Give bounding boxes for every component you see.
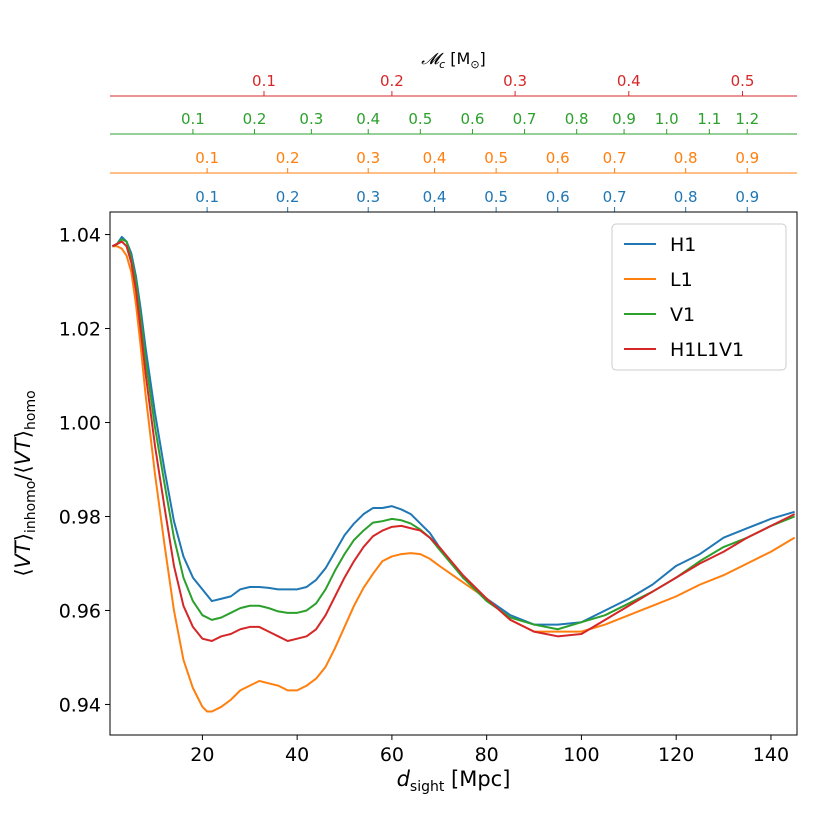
series-line-h1l1v1 — [111, 240, 796, 643]
legend-label-h1l1v1: H1L1V1 — [670, 339, 744, 361]
top-axis-tick-label: 0.4 — [423, 188, 447, 206]
top-axis-tick-label: 0.5 — [484, 149, 508, 167]
y-axis-label: ⟨VT⟩inhomo/⟨VT⟩homo — [11, 390, 39, 576]
top-axis-tick-label: 0.3 — [356, 149, 380, 167]
top-axis-tick-label: 0.4 — [356, 110, 380, 128]
top-axis-tick-label: 0.2 — [276, 149, 300, 167]
top-axis-tick-label: 0.3 — [299, 110, 323, 128]
top-axis-tick-label: 0.9 — [735, 149, 759, 167]
x-tick-label: 20 — [190, 744, 214, 766]
series-line-l1 — [112, 245, 796, 713]
y-tick-label: 1.02 — [59, 319, 101, 341]
top-axis-tick-label: 0.2 — [243, 110, 267, 128]
top-axis-tick-label: 0.7 — [513, 110, 537, 128]
x-tick-label: 60 — [380, 744, 404, 766]
top-axis-tick-label: 0.7 — [603, 188, 627, 206]
x-tick-label: 100 — [563, 744, 599, 766]
top-axis-tick-label: 0.7 — [603, 149, 627, 167]
plot-area — [109, 211, 798, 736]
top-axis-tick-label: 0.3 — [503, 72, 527, 90]
x-tick-label: 120 — [658, 744, 694, 766]
y-tick-label: 1.00 — [59, 413, 101, 435]
top-axis-tick-label: 0.9 — [612, 110, 636, 128]
x-tick-label: 80 — [475, 744, 499, 766]
legend-label-h1: H1 — [670, 234, 696, 256]
top-axis-tick-label: 0.8 — [674, 149, 698, 167]
top-axis-tick-label: 0.1 — [195, 188, 219, 206]
top-mass-axes: 0.1 0.2 0.3 0.4 0.5 0.1 0.2 0.3 0.4 0.5 0.6 0.7 0.8 0… — [110, 72, 797, 213]
top-axis-tick-label: 0.5 — [731, 72, 755, 90]
top-axis-tick-label: 0.6 — [546, 188, 570, 206]
top-axis-tick-label: 0.8 — [565, 110, 589, 128]
series-line-v1 — [111, 238, 795, 631]
top-axis-tick-label: 0.5 — [408, 110, 432, 128]
y-axis: 0.94 0.96 0.98 1.00 1.02 1.04 — [59, 225, 110, 716]
top-axis-tick-label: 1.0 — [655, 110, 679, 128]
top-axis-tick-label: 0.4 — [423, 149, 447, 167]
legend-label-v1: V1 — [670, 304, 695, 326]
top-axis-tick-label: 0.2 — [276, 188, 300, 206]
top-axis-tick-label: 0.3 — [356, 188, 380, 206]
top-axis-tick-label: 0.6 — [546, 149, 570, 167]
top-axis-tick-label: 0.1 — [252, 72, 276, 90]
top-axis-tick-label: 0.9 — [735, 188, 759, 206]
x-axis: 20 40 60 80 100 120 140 — [190, 735, 789, 766]
legend-label-l1: L1 — [670, 269, 693, 291]
legend-box — [611, 223, 787, 371]
plot-frame — [109, 211, 798, 736]
top-axis-tick-label: 0.1 — [195, 149, 219, 167]
chirp-mass-axis-label: 𝓜c [M⊙] — [421, 49, 486, 71]
x-tick-label: 40 — [285, 744, 309, 766]
top-axis-tick-label: 0.4 — [617, 72, 641, 90]
series-lines — [111, 235, 796, 713]
top-axis-tick-label: 0.8 — [674, 188, 698, 206]
y-tick-label: 1.04 — [59, 225, 101, 247]
top-axis-tick-label: 0.5 — [484, 188, 508, 206]
y-tick-label: 0.96 — [59, 600, 101, 622]
top-axis-tick-label: 0.6 — [461, 110, 485, 128]
x-axis-label: dsight [Mpc] — [397, 767, 511, 795]
top-axis-tick-label: 0.1 — [181, 110, 205, 128]
top-axis-tick-label: 1.2 — [735, 110, 759, 128]
top-axis-tick-label: 1.1 — [697, 110, 721, 128]
y-tick-label: 0.94 — [59, 694, 101, 716]
x-tick-label: 140 — [753, 744, 789, 766]
top-axis-tick-label: 0.2 — [380, 72, 404, 90]
y-tick-label: 0.98 — [59, 506, 101, 528]
